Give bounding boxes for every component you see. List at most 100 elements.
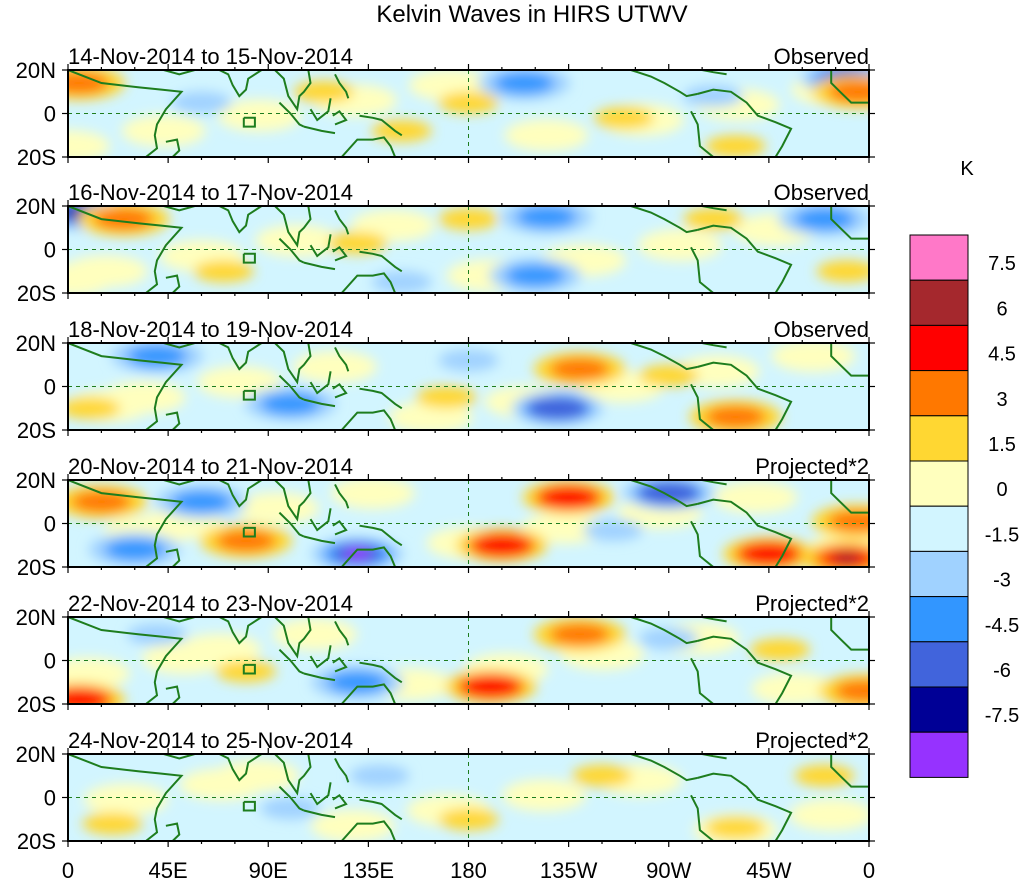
map-panel: 20N 0 20S 20-Nov-2014 to 21-Nov-2014 Project… — [16, 454, 875, 580]
latitude-label: 20S — [17, 692, 56, 717]
latitude-label: 20S — [17, 555, 56, 580]
coastline — [690, 657, 714, 704]
panel-date-label: 14-Nov-2014 to 15-Nov-2014 — [68, 44, 353, 69]
anomaly-core — [683, 208, 744, 231]
colorbar-swatch — [909, 505, 969, 552]
anomaly-core — [460, 675, 521, 698]
anomaly-patch — [141, 642, 226, 675]
coastline — [278, 101, 305, 128]
anomaly-field — [68, 343, 869, 430]
coastline — [218, 480, 263, 508]
coastline — [630, 70, 698, 98]
coastline — [630, 617, 698, 645]
coastline — [165, 822, 181, 841]
anomaly-patch — [522, 511, 607, 544]
anomaly-core — [738, 542, 799, 565]
coastline — [690, 794, 714, 841]
anomaly-core — [705, 135, 766, 157]
longitude-label: 0 — [62, 858, 74, 883]
coastline — [309, 98, 332, 122]
coastline — [165, 274, 181, 293]
longitude-label: 180 — [450, 858, 487, 883]
coastline — [309, 508, 332, 532]
anomaly-patch — [637, 229, 722, 262]
anomaly-core — [327, 231, 388, 254]
panel-type-label: Projected*2 — [755, 591, 869, 616]
coastline — [359, 114, 403, 137]
anomaly-core — [794, 764, 855, 787]
coastlines — [68, 754, 869, 841]
latitude-label: 0 — [44, 375, 56, 400]
longitude-label: 90W — [646, 858, 691, 883]
panel-date-label: 24-Nov-2014 to 25-Nov-2014 — [68, 728, 353, 753]
coastline — [630, 480, 698, 508]
panel-type-label: Observed — [774, 180, 869, 205]
coastline — [340, 683, 397, 704]
anomaly-patch — [502, 779, 587, 812]
latitude-label: 20S — [17, 281, 56, 306]
anomaly-core — [260, 797, 321, 820]
colorbar-swatch — [909, 460, 969, 507]
coastline — [309, 782, 332, 806]
coastline — [309, 234, 332, 258]
anomaly-core — [71, 490, 132, 513]
coastline — [303, 125, 336, 135]
anomaly-core — [827, 510, 869, 533]
anomaly-core — [193, 260, 254, 283]
colorbar-swatch — [909, 279, 969, 326]
coastlines — [68, 70, 869, 157]
coastline — [697, 88, 793, 157]
coastlines — [68, 343, 869, 430]
colorbar-swatch — [909, 731, 969, 778]
coastline — [68, 480, 184, 567]
coastline — [309, 371, 332, 395]
coastline — [278, 511, 305, 538]
anomaly-patch — [197, 366, 282, 399]
colorbar-tick-label: 3 — [996, 389, 1007, 411]
coastline — [242, 526, 256, 538]
colorbar-tick-label: 1.5 — [988, 434, 1016, 456]
longitude-label: 135W — [540, 858, 598, 883]
coastline — [332, 245, 348, 262]
coastline — [303, 809, 336, 819]
map-panel: 20N 0 20S 24-Nov-2014 to 25-Nov-2014 Project… — [16, 728, 875, 854]
coastline — [332, 109, 348, 126]
anomaly-core — [327, 671, 388, 694]
map-panels: 20N 0 20S 14-Nov-2014 to 15-Nov-2014 Observe… — [16, 44, 875, 854]
coastline — [359, 798, 403, 821]
coastline — [340, 409, 397, 430]
anomaly-core — [816, 260, 869, 283]
coastline — [697, 635, 793, 704]
colorbar-tick-label: -4.5 — [985, 615, 1019, 637]
coastline — [165, 548, 181, 567]
coastline — [690, 110, 714, 157]
panel-type-label: Projected*2 — [755, 728, 869, 753]
longitude-axis: 0 45E 90E 135E 180 135W 90W 45W 0 — [62, 858, 875, 883]
latitude-label: 0 — [44, 512, 56, 537]
anomaly-core — [834, 679, 869, 702]
colorbar-swatch — [909, 415, 969, 462]
coastline — [830, 70, 869, 104]
map-panel: 20N 0 20S 18-Nov-2014 to 19-Nov-2014 Observe… — [16, 317, 875, 443]
coastline — [340, 272, 397, 293]
anomaly-core — [471, 534, 532, 557]
coastline — [334, 346, 350, 372]
anomaly-patch — [771, 343, 856, 373]
coastline — [242, 389, 256, 401]
anomaly-patch — [293, 350, 377, 383]
coastline — [303, 672, 336, 682]
coastline — [163, 343, 196, 349]
anomaly-patch — [68, 263, 113, 293]
panel-type-label: Observed — [774, 44, 869, 69]
latitude-label: 20N — [16, 605, 56, 630]
latitude-label: 0 — [44, 649, 56, 674]
coastline — [68, 70, 184, 157]
anomaly-core — [638, 364, 699, 387]
coastline — [332, 656, 348, 673]
coastline — [359, 524, 403, 547]
coastline — [68, 754, 184, 841]
colorbar-tick-label: -7.5 — [985, 705, 1019, 727]
coastline — [340, 820, 397, 841]
coastline — [359, 250, 403, 273]
